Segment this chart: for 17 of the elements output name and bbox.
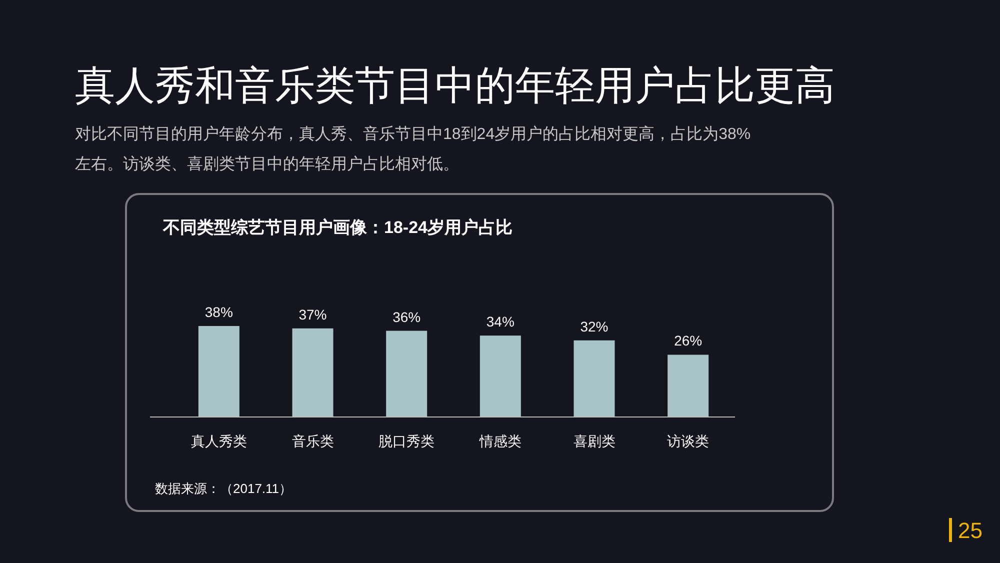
annotation: 25 [958, 518, 982, 543]
x-tick-label: 访谈类 [667, 433, 710, 449]
data-label: 34% [486, 314, 514, 330]
x-tick-label: 脱口秀类 [378, 433, 435, 449]
x-tick-label: 喜剧类 [573, 433, 616, 449]
annotation: 数据来源：（2017.11） [155, 481, 292, 496]
data-label: 36% [392, 308, 421, 325]
x-tick-label: 情感类 [478, 433, 522, 449]
x-tick-label: 音乐类 [292, 433, 334, 449]
chart-subtitle: 对比不同节目的用户年龄分布，真人秀、音乐节目中18到24岁用户的占比相对更高，占比为38%左右。访谈类、喜剧类节目中的年轻用户占比相对低。 [75, 124, 752, 175]
x-tick-label: 真人秀类 [190, 433, 247, 449]
data-label: 38% [204, 304, 233, 320]
annotation: 不同类型综艺节目用户画像：18-24岁用户占比 [163, 218, 512, 237]
chart-title: 真人秀和音乐类节目中的年轻用户占比更高 [75, 63, 835, 110]
data-label: 26% [674, 332, 702, 349]
data-label: 37% [298, 306, 327, 322]
data-label: 32% [580, 318, 608, 334]
